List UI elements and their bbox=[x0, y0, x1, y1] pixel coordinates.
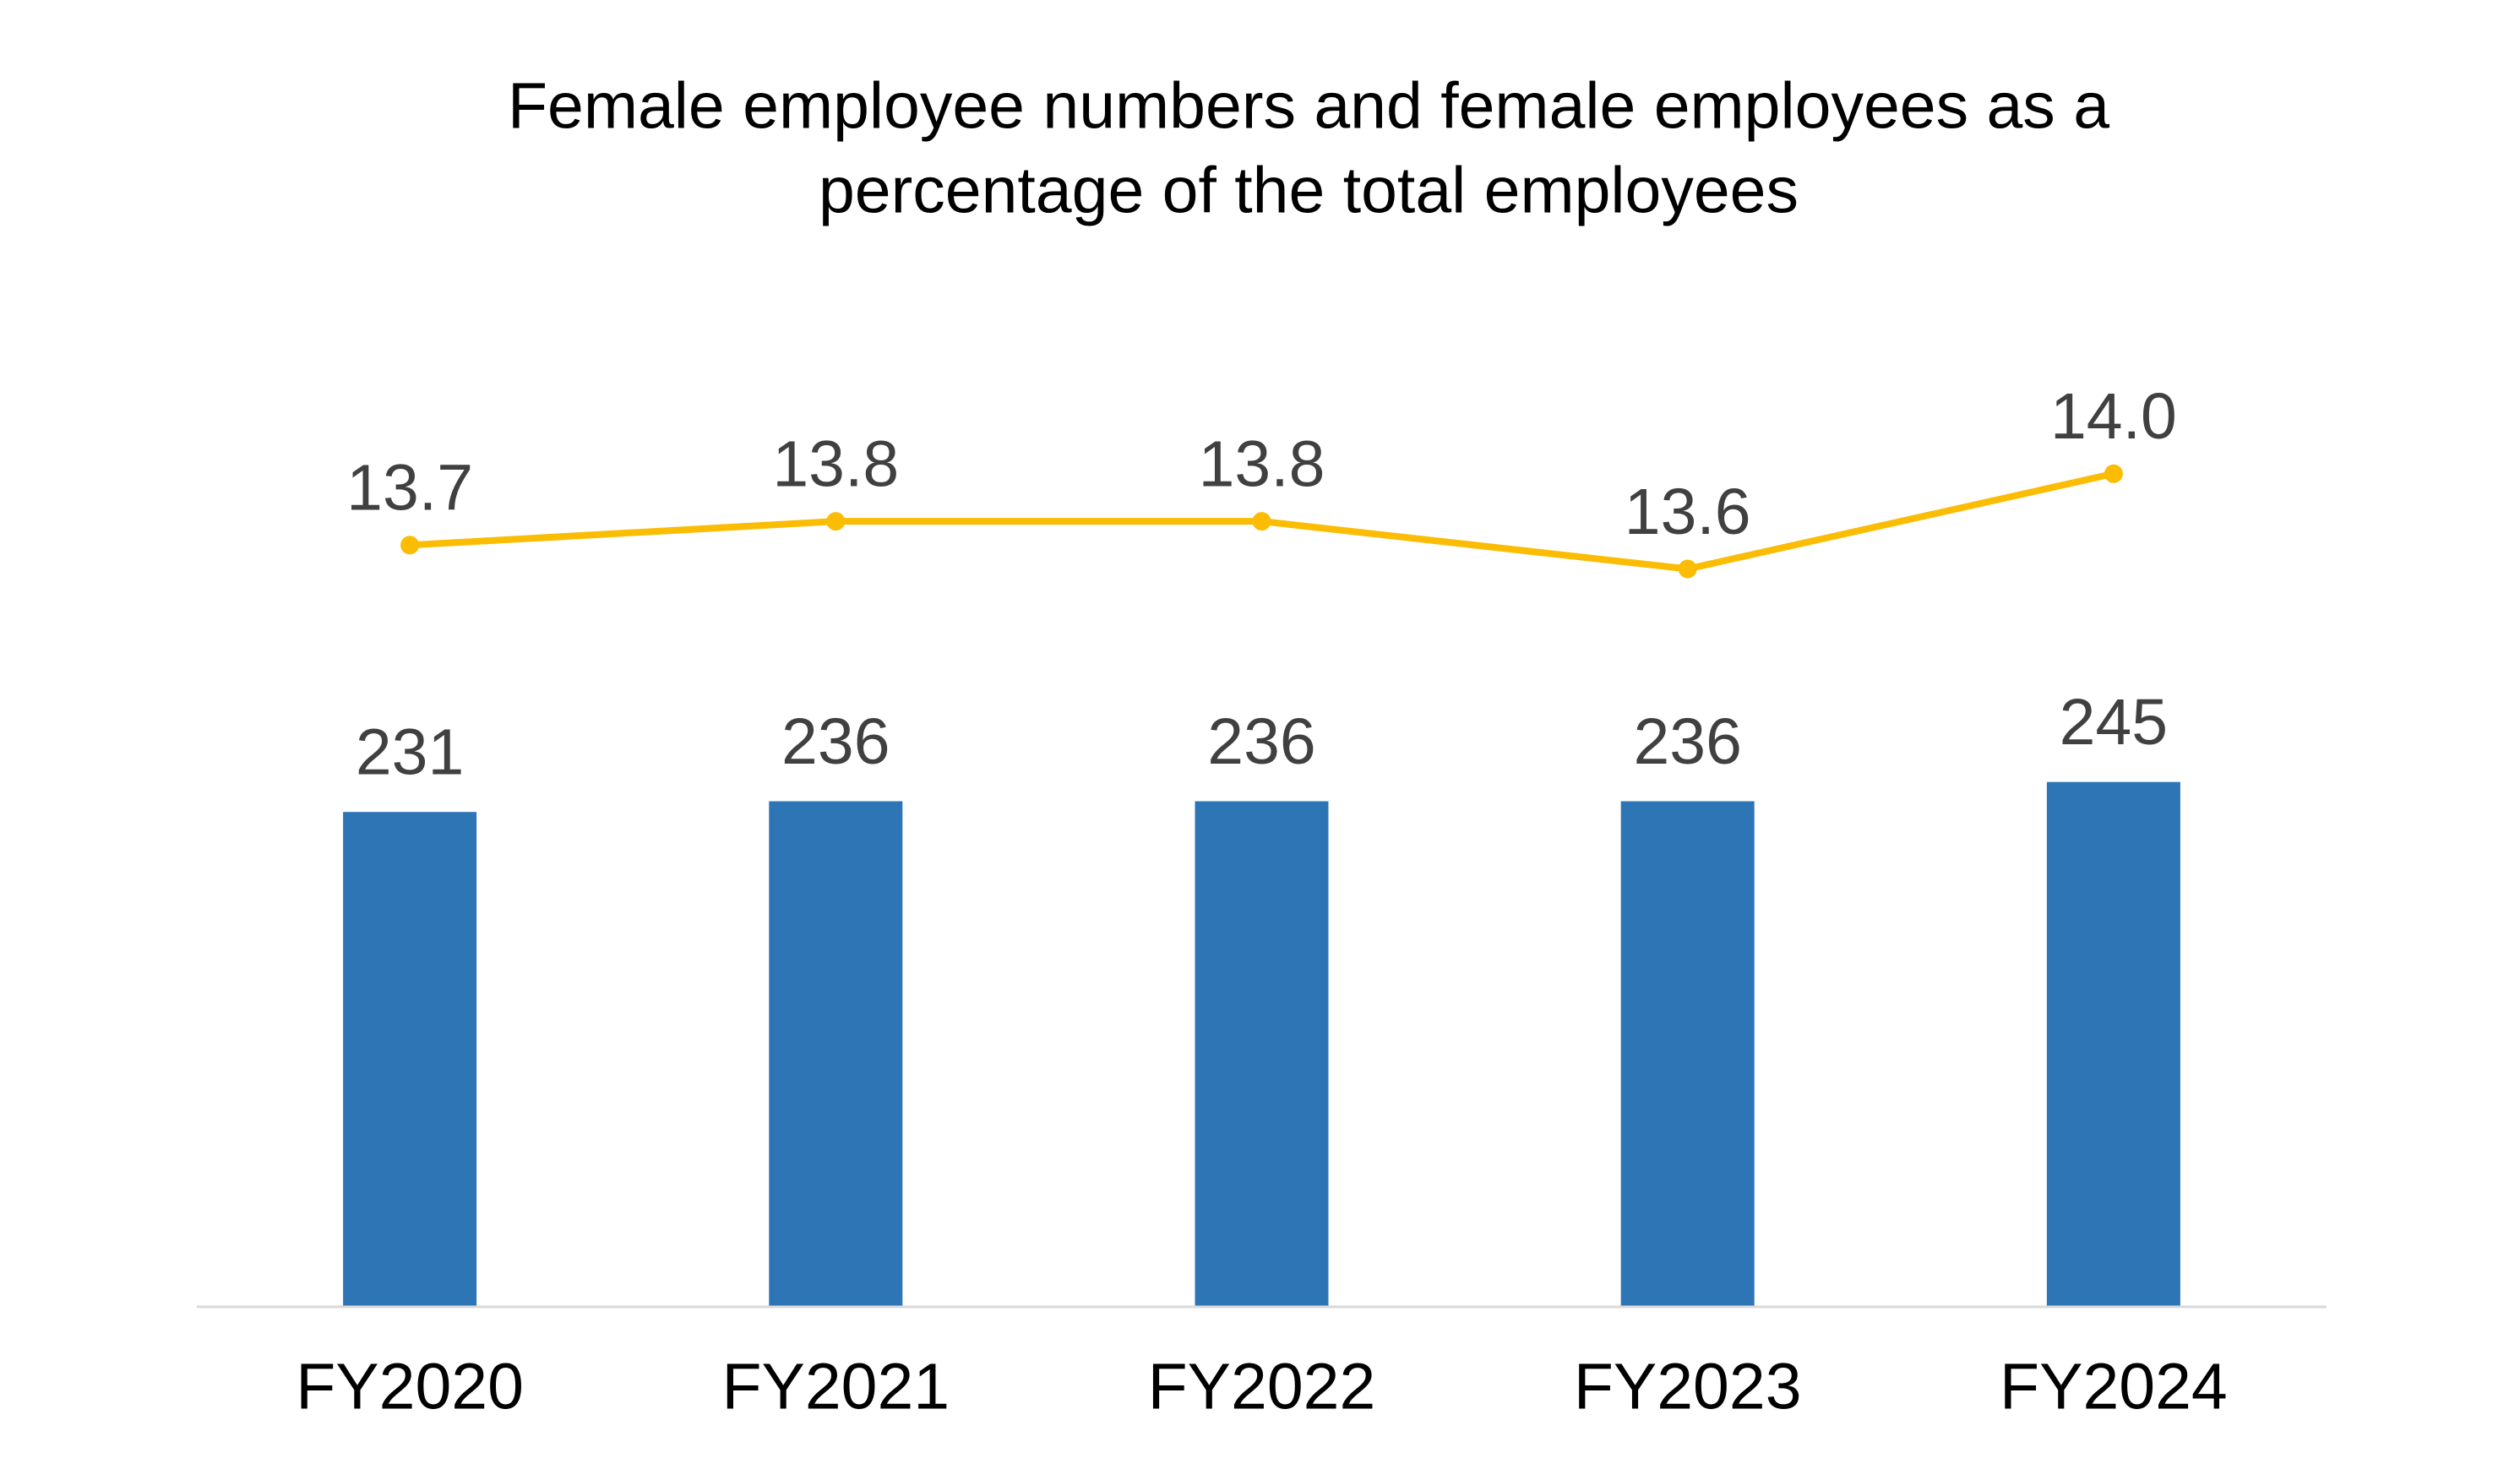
line-marker bbox=[2104, 464, 2123, 483]
bar bbox=[1195, 801, 1329, 1307]
line-marker bbox=[1678, 559, 1697, 579]
x-tick-label: FY2023 bbox=[1574, 1350, 1802, 1423]
x-tick-label: FY2024 bbox=[2000, 1350, 2228, 1423]
data-label: 13.6 bbox=[1625, 476, 1751, 548]
bar bbox=[343, 812, 477, 1307]
x-tick-label: FY2020 bbox=[296, 1350, 524, 1423]
data-label: 236 bbox=[1633, 705, 1741, 778]
x-tick-label: FY2022 bbox=[1148, 1350, 1376, 1423]
data-label: 13.8 bbox=[772, 427, 899, 500]
line-marker bbox=[1252, 512, 1271, 531]
data-label: 236 bbox=[781, 705, 890, 778]
line-marker bbox=[400, 536, 420, 555]
data-label: 236 bbox=[1207, 705, 1315, 778]
data-label: 231 bbox=[356, 716, 464, 789]
data-label: 245 bbox=[2060, 686, 2168, 759]
bar bbox=[2046, 781, 2180, 1307]
bar bbox=[1620, 801, 1755, 1307]
chart-title: percentage of the total employees bbox=[819, 154, 1799, 226]
line-marker bbox=[826, 512, 846, 531]
chart-title: Female employee numbers and female emplo… bbox=[508, 69, 2109, 142]
x-tick-label: FY2021 bbox=[721, 1350, 950, 1423]
bar bbox=[769, 801, 903, 1307]
data-label: 13.7 bbox=[346, 452, 473, 525]
data-label: 14.0 bbox=[2050, 380, 2177, 453]
data-label: 13.8 bbox=[1199, 427, 1325, 500]
